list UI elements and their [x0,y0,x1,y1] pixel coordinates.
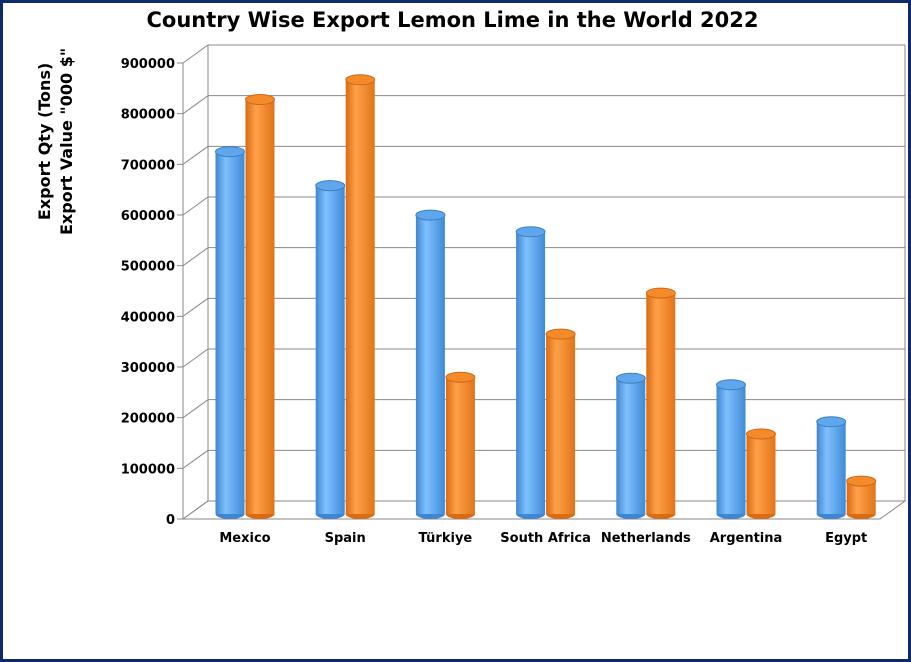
y-tick-label: 900000 [121,57,175,72]
y-tick-label: 200000 [121,412,175,427]
bar-2-netherlands [645,287,676,519]
y-tick-label: 0 [166,513,175,528]
x-category-label: South Africa [500,531,591,546]
gridline-side [182,247,209,267]
y-tick-label: 400000 [121,310,175,325]
gridline-side [182,145,209,165]
x-category-label: Mexico [219,531,270,546]
y-tick-label: 300000 [121,361,175,376]
chart-title: Country Wise Export Lemon Lime in the Wo… [146,8,759,32]
y-tick-label: 800000 [121,108,175,123]
gridline-side [182,449,209,469]
x-category-label: Argentina [710,531,783,546]
gridline-side [182,399,209,419]
x-category-label: Spain [325,531,366,546]
bar-2-spain [345,74,376,519]
gridline-side [182,500,209,520]
gridline-side [182,95,209,115]
bar-2-t-rkiye [445,371,476,519]
y-tick-label: 700000 [121,158,175,173]
bar-2-egypt [846,475,877,519]
x-category-label: Netherlands [601,531,691,546]
bar-1-egypt [816,416,847,519]
bar-1-south-africa [515,226,546,519]
gridline-side [182,196,209,216]
bar-1-mexico [215,146,245,519]
bar-1-argentina [716,379,746,519]
bar-2-argentina [746,428,776,519]
gridline-side [182,297,209,317]
x-category-label: Türkiye [419,531,473,546]
bar-1-spain [315,180,346,519]
bar-1-t-rkiye [415,209,446,519]
y-tick-label: 600000 [121,209,175,224]
gridline-side [182,348,209,368]
y-tick-label: 500000 [121,260,175,275]
bar-2-mexico [245,94,275,519]
gridline-side [182,44,209,64]
bar-1-netherlands [615,372,646,519]
x-category-label: Egypt [825,531,867,546]
y-tick-label: 100000 [121,462,175,477]
bar-2-south-africa [545,328,576,519]
